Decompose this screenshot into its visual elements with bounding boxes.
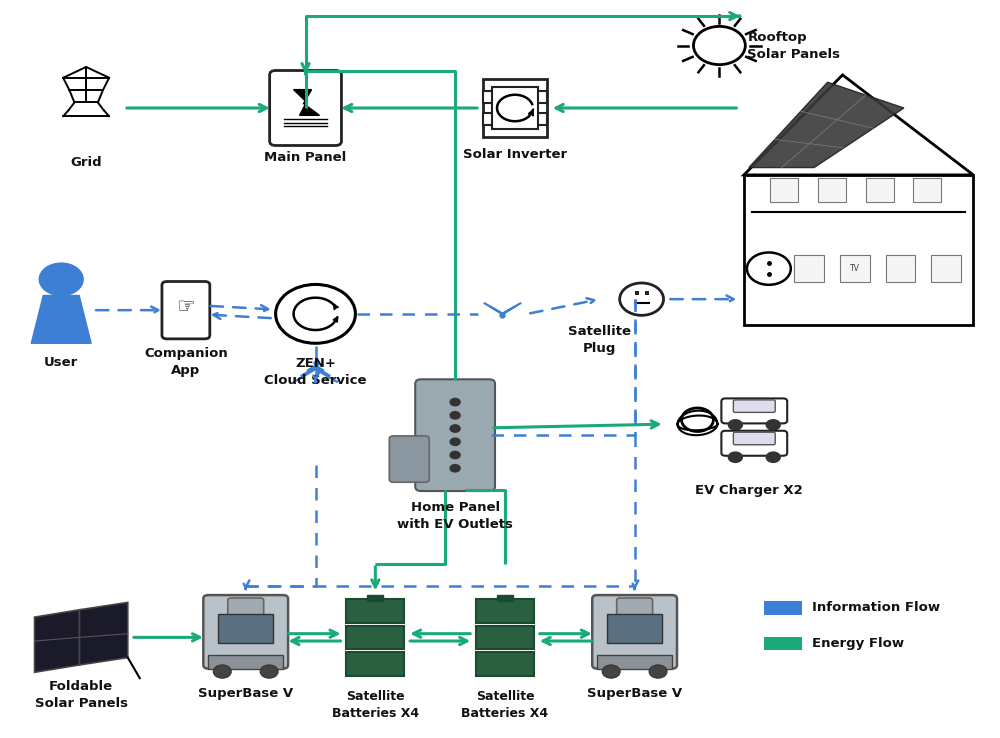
Text: TV: TV [850,264,860,273]
FancyBboxPatch shape [228,598,264,615]
Text: SuperBase V: SuperBase V [198,687,293,700]
Circle shape [728,452,742,463]
Text: Foldable
Solar Panels: Foldable Solar Panels [35,680,128,710]
Circle shape [450,452,460,459]
FancyBboxPatch shape [415,379,495,491]
FancyBboxPatch shape [794,255,824,282]
Circle shape [260,665,278,678]
FancyBboxPatch shape [367,595,383,601]
Circle shape [766,452,780,463]
FancyBboxPatch shape [218,614,273,644]
Text: User: User [44,356,78,369]
Polygon shape [749,82,904,168]
FancyBboxPatch shape [721,431,787,456]
Circle shape [649,665,667,678]
Circle shape [602,665,620,678]
FancyBboxPatch shape [886,255,915,282]
FancyBboxPatch shape [483,91,495,103]
Text: SuperBase V: SuperBase V [587,687,682,700]
Circle shape [450,412,460,419]
FancyBboxPatch shape [818,178,846,201]
FancyBboxPatch shape [607,614,662,644]
FancyBboxPatch shape [346,599,404,623]
FancyBboxPatch shape [597,655,672,669]
Circle shape [213,665,231,678]
Polygon shape [294,89,320,115]
Text: Satellite
Batteries X4: Satellite Batteries X4 [332,690,419,720]
FancyBboxPatch shape [733,432,775,445]
FancyBboxPatch shape [389,436,429,482]
FancyBboxPatch shape [208,655,283,669]
Circle shape [766,420,780,430]
FancyBboxPatch shape [270,71,341,145]
Polygon shape [31,295,91,343]
FancyBboxPatch shape [535,113,547,125]
FancyBboxPatch shape [764,637,802,650]
FancyBboxPatch shape [764,601,802,615]
Circle shape [450,425,460,432]
Circle shape [728,420,742,430]
FancyBboxPatch shape [346,626,404,649]
Text: Energy Flow: Energy Flow [812,637,904,649]
FancyBboxPatch shape [476,652,534,675]
FancyBboxPatch shape [483,78,547,137]
Text: Main Panel: Main Panel [264,151,347,164]
FancyBboxPatch shape [476,599,534,623]
Text: Solar Inverter: Solar Inverter [463,148,567,162]
FancyBboxPatch shape [931,255,961,282]
FancyBboxPatch shape [721,399,787,424]
Text: Information Flow: Information Flow [812,601,940,615]
FancyBboxPatch shape [535,91,547,103]
FancyBboxPatch shape [497,595,513,601]
Text: Grid: Grid [70,156,102,169]
Text: ☞: ☞ [176,297,195,317]
FancyBboxPatch shape [866,178,894,201]
FancyBboxPatch shape [483,113,495,125]
Text: Satellite
Batteries X4: Satellite Batteries X4 [461,690,549,720]
Text: Home Panel
with EV Outlets: Home Panel with EV Outlets [397,501,513,531]
FancyBboxPatch shape [492,87,538,128]
Text: Rooftop
Solar Panels: Rooftop Solar Panels [747,30,840,61]
FancyBboxPatch shape [913,178,941,201]
Text: ZEN+
Cloud Service: ZEN+ Cloud Service [264,356,367,387]
FancyBboxPatch shape [770,178,798,201]
Polygon shape [35,610,79,672]
FancyBboxPatch shape [617,598,653,615]
Text: Companion
App: Companion App [144,347,228,377]
FancyBboxPatch shape [346,652,404,675]
Circle shape [39,263,83,295]
Text: EV Charger X2: EV Charger X2 [695,484,803,497]
FancyBboxPatch shape [476,626,534,649]
FancyBboxPatch shape [733,400,775,413]
Circle shape [450,399,460,406]
Text: Satellite
Plug: Satellite Plug [568,325,631,355]
Polygon shape [79,602,128,665]
FancyBboxPatch shape [203,595,288,669]
FancyBboxPatch shape [592,595,677,669]
FancyBboxPatch shape [162,281,210,339]
Circle shape [450,438,460,446]
Circle shape [450,465,460,472]
FancyBboxPatch shape [840,255,870,282]
